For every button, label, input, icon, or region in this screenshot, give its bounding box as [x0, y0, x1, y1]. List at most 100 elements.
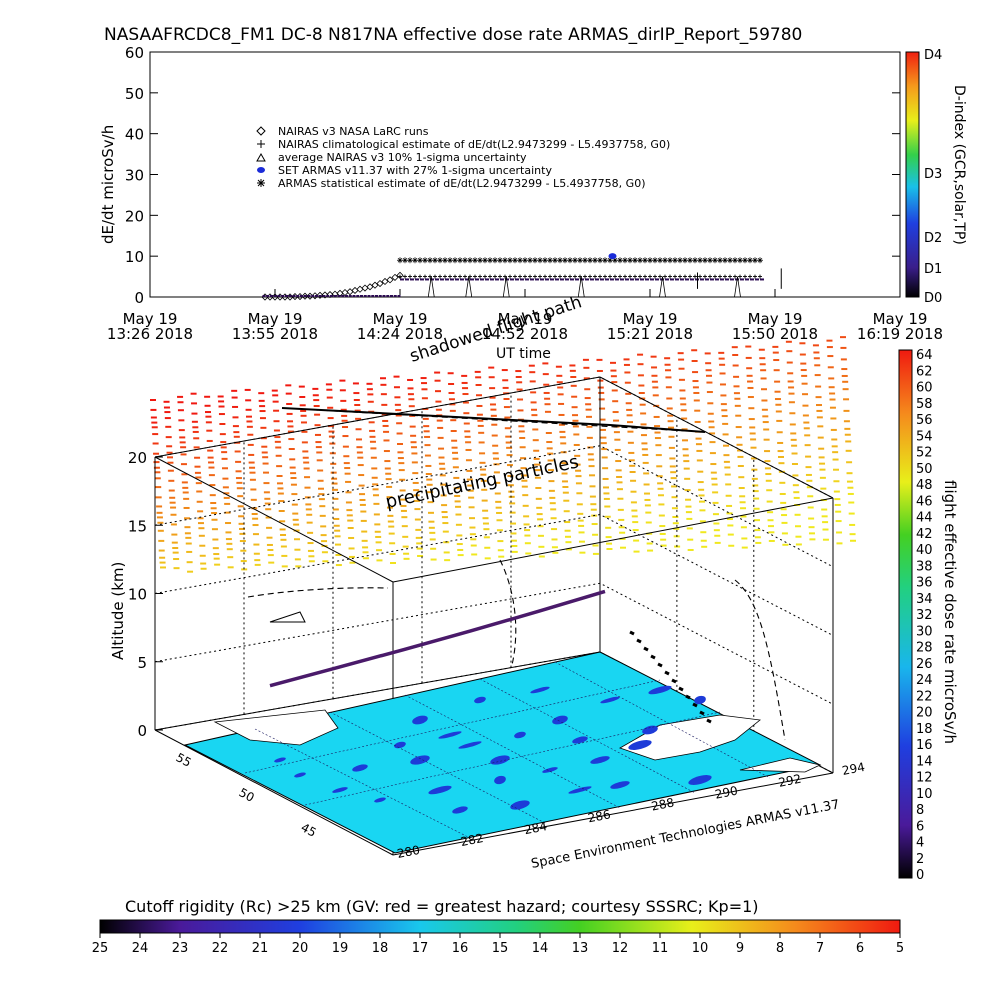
- armas-statistical-point: [627, 257, 633, 264]
- nairas-climatological-point: [688, 274, 692, 279]
- nairas-climatological-point: [728, 274, 732, 279]
- dose-tick-label: 16: [916, 738, 933, 753]
- flight-path-descent-mark: [699, 710, 705, 716]
- rc-tick-label: 7: [816, 941, 824, 956]
- nairas-point: [361, 284, 369, 292]
- map-lakes: [274, 685, 712, 814]
- top-x-tick-line1: May 19: [873, 310, 928, 328]
- nairas-climatological-point: [488, 274, 492, 279]
- armas-statistical-point: [712, 257, 718, 264]
- top-x-tick-line2: 16:19 2018: [857, 325, 943, 343]
- map-water-east: [619, 714, 761, 761]
- armas-statistical-point: [572, 257, 578, 264]
- legend-triangle-icon: [256, 152, 266, 162]
- nairas-climatological-point: [708, 274, 712, 279]
- armas-statistical-point: [677, 257, 683, 264]
- nairas-point: [371, 281, 379, 289]
- armas-statistical-point: [502, 257, 508, 264]
- nairas-climatological-point: [593, 274, 597, 279]
- nairas-climatological-point: [683, 274, 687, 279]
- cutoff-rigidity-label: Cutoff rigidity (Rc) >25 km (GV: red = g…: [125, 897, 759, 916]
- top-x-tick-line1: May 19: [498, 310, 553, 328]
- armas-statistical-point: [402, 257, 408, 264]
- dose-tick-label: 30: [916, 624, 933, 639]
- nairas-climatological-point: [603, 274, 607, 279]
- rc-tick-label: 9: [736, 941, 744, 956]
- nairas-climatological-point: [508, 274, 512, 279]
- altitude-tick-label: 5: [137, 654, 147, 672]
- armas-statistical-point: [632, 257, 638, 264]
- lake-shape: [572, 736, 588, 744]
- rc-tick-label: 5: [896, 941, 904, 956]
- armas-statistical-point: [422, 257, 428, 264]
- armas-statistical-point: [532, 257, 538, 264]
- flight-path: [269, 589, 712, 724]
- dose-tick-label: 50: [916, 462, 933, 477]
- dose-tick-label: 22: [916, 689, 933, 704]
- longitude-tick-label: 292: [777, 772, 802, 790]
- nairas-climatological-point: [628, 274, 632, 279]
- nairas-climatological-point: [463, 274, 467, 279]
- longitude-ticks: 280 282 284 286 288 290 292 294: [396, 760, 866, 861]
- uncertainty-triangle: [465, 276, 473, 298]
- lake-shape: [412, 715, 428, 725]
- rc-tick-label: 24: [132, 941, 149, 956]
- armas-statistical-point: [652, 257, 658, 264]
- dose-tick-label: 20: [916, 706, 933, 721]
- lake-shape: [410, 755, 430, 765]
- dose-colorbar: [898, 349, 913, 879]
- top-x-tick-line1: May 19: [623, 310, 678, 328]
- nairas-climatological-point: [613, 274, 617, 279]
- dose-tick-label: 26: [916, 657, 933, 672]
- dose-tick-label: 34: [916, 592, 933, 607]
- armas-statistical-point: [497, 257, 503, 264]
- armas-statistical-point: [582, 257, 588, 264]
- dose-tick-label: 48: [916, 478, 933, 493]
- armas-statistical-point: [587, 257, 593, 264]
- dose-tick-label: 36: [916, 576, 933, 591]
- legend-plus-icon: [257, 140, 265, 148]
- map-water-se: [739, 757, 822, 773]
- nairas-climatological-point: [433, 274, 437, 279]
- armas-statistical-point: [457, 257, 463, 264]
- nairas-climatological-point: [658, 274, 662, 279]
- dose-tick-label: 28: [916, 641, 933, 656]
- nairas-climatological-point: [703, 274, 707, 279]
- dose-tick-label: 52: [916, 446, 933, 461]
- flight-path-descent-mark: [650, 654, 656, 660]
- lake-shape: [452, 806, 468, 814]
- nairas-climatological-point: [423, 274, 427, 279]
- legend-label: NAIRAS climatological estimate of dE/dt(…: [278, 138, 670, 151]
- dose-tick-label: 38: [916, 559, 933, 574]
- flight-path-start-marker: [269, 611, 306, 623]
- dose-tick-label: 0: [916, 868, 924, 883]
- top-x-tick-line2: 14:52 2018: [482, 325, 568, 343]
- dose-tick-label: 14: [916, 754, 933, 769]
- armas-statistical-point: [557, 257, 563, 264]
- top-y-axis-label: dE/dt microSv/h: [99, 125, 117, 244]
- armas-statistical-point: [662, 257, 668, 264]
- nairas-climatological-point: [733, 274, 737, 279]
- top-y-axis: 0 10 20 30 40 50 60: [125, 44, 900, 307]
- armas-statistical-point: [417, 257, 423, 264]
- armas-statistical-point: [647, 257, 653, 264]
- armas-statistical-point: [622, 257, 628, 264]
- armas-statistical-point: [727, 257, 733, 264]
- flight-path-descent-mark: [643, 646, 649, 652]
- map-floor: [183, 651, 822, 854]
- armas-statistical-point: [472, 257, 478, 264]
- rc-tick-label: 22: [212, 941, 229, 956]
- dose-tick-label: 12: [916, 771, 933, 786]
- altitude-axis-label: Altitude (km): [109, 562, 127, 660]
- nairas-climatological-point: [528, 274, 532, 279]
- armas-statistical-point: [492, 257, 498, 264]
- dose-tick-label: 40: [916, 543, 933, 558]
- armas-statistical-point: [482, 257, 488, 264]
- lake-shape: [374, 797, 386, 803]
- rc-tick-label: 8: [776, 941, 784, 956]
- flight-path-descent-mark: [706, 718, 712, 724]
- armas-statistical-point: [452, 257, 458, 264]
- rc-tick-label: 13: [572, 941, 589, 956]
